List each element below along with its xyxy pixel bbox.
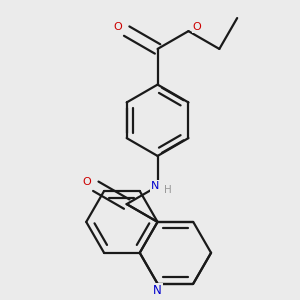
- Text: N: N: [151, 181, 160, 191]
- Text: O: O: [83, 177, 92, 187]
- Text: O: O: [114, 22, 122, 32]
- Text: O: O: [193, 22, 202, 32]
- Text: H: H: [164, 184, 172, 194]
- Text: N: N: [153, 284, 162, 297]
